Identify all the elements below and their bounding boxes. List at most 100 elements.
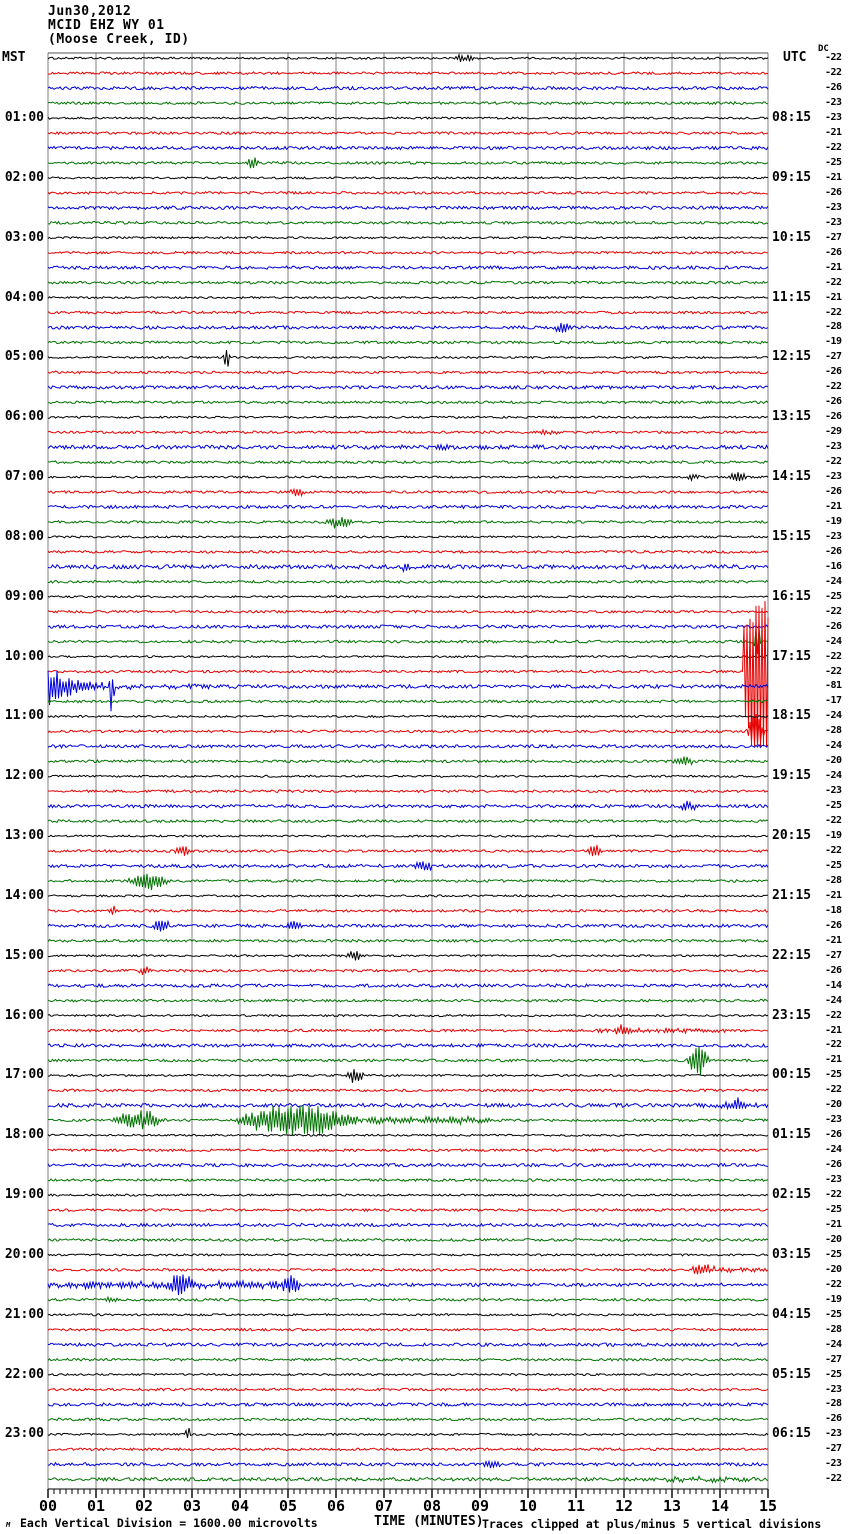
seismogram-trace [47, 1459, 769, 1469]
dc-offset-value: -27 [825, 351, 842, 363]
dc-offset-value: -25 [825, 1069, 842, 1081]
x-tick-label: 04 [230, 1497, 250, 1515]
seismogram-trace [47, 1417, 769, 1422]
x-tick-label: 06 [326, 1497, 346, 1515]
dc-offset-value: -25 [825, 1248, 842, 1260]
dc-offset-value: -23 [825, 201, 842, 213]
x-tick-label: 13 [662, 1497, 682, 1515]
x-tick-label: 00 [38, 1497, 58, 1515]
x-tick-label: 14 [710, 1497, 730, 1515]
seismogram-trace [47, 873, 769, 891]
mst-hour-label: 11:00 [4, 708, 44, 724]
dc-offset-value: -22 [825, 1189, 842, 1201]
dc-offset-value: -27 [825, 949, 842, 961]
dc-offset-value: -22 [825, 141, 842, 153]
seismogram-trace [47, 774, 769, 778]
mst-hour-label: 08:00 [4, 528, 44, 544]
seismogram-trace [47, 236, 769, 240]
seismogram-trace [47, 938, 769, 943]
dc-offset-value: -25 [825, 1204, 842, 1216]
seismogram-trace [47, 1295, 769, 1304]
seismogram-trace [47, 1024, 768, 1035]
seismogram-trace [47, 487, 769, 498]
dc-offset-value: -21 [825, 127, 842, 139]
seismogram-trace [47, 442, 769, 452]
utc-hour-label: 00:15 [772, 1067, 812, 1083]
header-location: (Moose Creek, ID) [48, 32, 190, 47]
dc-offset-value: -25 [825, 859, 842, 871]
mst-hour-label: 16:00 [4, 1007, 44, 1023]
seismogram-trace [47, 905, 769, 915]
utc-hour-label: 16:15 [772, 588, 812, 604]
dc-offset-value: -19 [825, 515, 842, 527]
seismogram-trace [47, 1312, 769, 1317]
corner-mark: M [6, 1521, 11, 1529]
mst-hour-label: 10:00 [4, 648, 44, 664]
seismogram-trace [47, 116, 769, 120]
seismogram-trace [47, 1133, 769, 1137]
dc-offset-value: -25 [825, 156, 842, 168]
mst-hour-label: 02:00 [4, 169, 44, 185]
mst-hour-label: 06:00 [4, 409, 44, 425]
seismogram-trace [47, 460, 769, 465]
seismogram-trace [47, 1046, 769, 1076]
x-tick-label: 12 [614, 1497, 634, 1515]
dc-offset-value: -28 [825, 874, 842, 886]
dc-offset-value: -18 [825, 904, 842, 916]
seismogram-trace [47, 100, 769, 106]
dc-offset-value: -27 [825, 1443, 842, 1455]
seismogram-trace [47, 1222, 769, 1228]
seismogram-trace [47, 1013, 769, 1018]
utc-hour-label: 19:15 [772, 768, 812, 784]
utc-hour-label: 14:15 [772, 469, 812, 485]
dc-offset-value: -26 [825, 919, 842, 931]
seismogram-trace [47, 983, 769, 989]
x-tick-label: 01 [86, 1497, 106, 1515]
seismogram-trace [47, 844, 769, 857]
seismogram-trace [47, 1327, 768, 1332]
utc-hour-label: 01:15 [772, 1127, 812, 1143]
mst-hour-label: 04:00 [4, 289, 44, 305]
dc-offset-value: -26 [825, 186, 842, 198]
dc-offset-value: -28 [825, 1398, 842, 1410]
seismogram-trace [47, 1401, 769, 1407]
dc-offset-value: -23 [825, 1174, 842, 1186]
dc-offset-value: -24 [825, 1338, 842, 1350]
utc-hour-label: 23:15 [772, 1007, 812, 1023]
left-axis-label: MST [2, 50, 26, 65]
utc-hour-label: 20:15 [772, 828, 812, 844]
utc-hour-label: 21:15 [772, 887, 812, 903]
seismogram-trace [47, 1274, 769, 1296]
seismogram-trace [47, 415, 769, 419]
seismogram-trace [47, 1105, 769, 1136]
seismogram-trace [47, 176, 769, 180]
seismogram-trace [47, 349, 769, 367]
mst-hour-label: 20:00 [4, 1246, 44, 1262]
seismogram-trace [47, 756, 769, 766]
seismogram-trace [47, 1097, 769, 1111]
seismogram-trace [47, 600, 769, 747]
dc-offset-value: -21 [825, 261, 842, 273]
seismogram-trace [47, 789, 769, 794]
dc-offset-value: -20 [825, 755, 842, 767]
dc-offset-value: -19 [825, 1293, 842, 1305]
seismogram-trace [47, 535, 769, 539]
dc-offset-value: -81 [825, 680, 842, 692]
x-tick-label: 08 [422, 1497, 442, 1515]
seismogram-trace [47, 1088, 769, 1093]
mst-hour-label: 18:00 [4, 1127, 44, 1143]
seismogram-trace [47, 670, 769, 712]
seismogram-trace [47, 384, 769, 391]
utc-hour-label: 02:15 [772, 1187, 812, 1203]
dc-offset-value: -24 [825, 635, 842, 647]
dc-offset-value: -22 [825, 67, 842, 79]
seismogram-trace [47, 549, 769, 554]
seismogram-trace [47, 1387, 769, 1392]
x-tick-label: 07 [374, 1497, 394, 1515]
seismogram-trace [47, 860, 769, 871]
dc-offset-value: -29 [825, 426, 842, 438]
seismogram-trace [47, 714, 769, 719]
seismogram-trace [47, 713, 769, 746]
dc-offset-value: -22 [825, 52, 842, 64]
dc-offset-value: -22 [825, 650, 842, 662]
